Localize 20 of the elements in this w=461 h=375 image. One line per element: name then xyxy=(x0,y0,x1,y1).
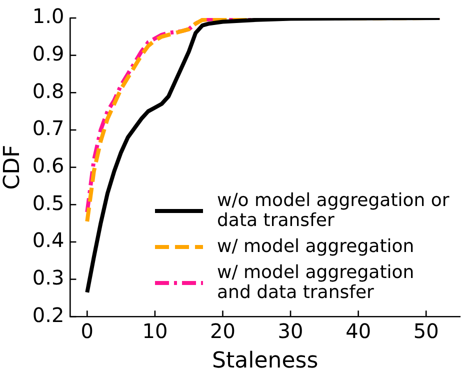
x-tick-label: 10 xyxy=(142,318,168,343)
y-tick-label: 0.5 xyxy=(32,190,64,215)
y-axis-title: CDF xyxy=(0,144,25,190)
y-tick-label: 0.2 xyxy=(32,302,64,327)
y-tick-label: 0.4 xyxy=(32,228,64,252)
legend-label: w/ model aggregation xyxy=(217,236,416,257)
y-tick-label: 0.8 xyxy=(32,78,64,103)
x-tick-label: 50 xyxy=(413,318,439,343)
y-tick-label: 0.3 xyxy=(32,265,64,290)
y-tick-label: 1.0 xyxy=(32,4,64,28)
y-tick-label: 0.6 xyxy=(32,154,64,178)
x-tick-label: 30 xyxy=(278,318,304,343)
legend-label: w/ model aggregation and data transfer xyxy=(217,262,416,303)
x-tick-label: 0 xyxy=(80,318,94,343)
legend-label: w/o model aggregation or data transfer xyxy=(217,190,450,231)
y-tick-label: 0.7 xyxy=(32,116,64,140)
x-tick-label: 20 xyxy=(210,318,236,343)
y-tick-label: 0.9 xyxy=(32,42,64,66)
x-axis-title: Staleness xyxy=(212,348,318,374)
x-tick-label: 40 xyxy=(346,318,372,343)
